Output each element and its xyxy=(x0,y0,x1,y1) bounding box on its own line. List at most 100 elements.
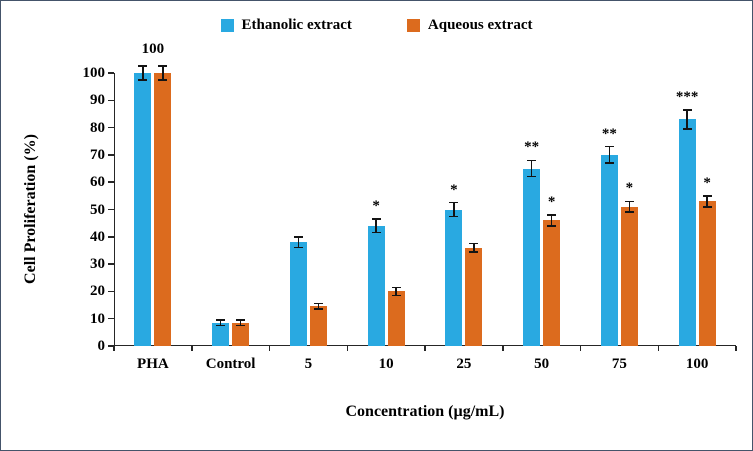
y-tick-label: 50 xyxy=(90,201,105,218)
error-bar-cap xyxy=(624,200,634,203)
y-tick-mark xyxy=(108,126,114,129)
error-bar-line xyxy=(239,320,242,326)
y-tick-label: 100 xyxy=(82,65,106,81)
error-bar-cap xyxy=(604,145,614,148)
error-bar-cap xyxy=(527,159,537,162)
error-bar-cap xyxy=(158,65,168,67)
bar-ethanolic-75 xyxy=(600,154,618,346)
y-tick-label: 70 xyxy=(90,146,105,163)
error-bar-cap xyxy=(391,294,401,297)
error-bar-line xyxy=(219,320,222,326)
error-bar-line xyxy=(375,219,377,233)
error-bar-line xyxy=(453,202,455,217)
bar-aqueous-10 xyxy=(387,291,405,346)
error-bar-cap xyxy=(449,201,459,204)
y-tick-mark xyxy=(108,208,114,211)
y-tick-mark xyxy=(108,345,114,347)
y-tick-label: 60 xyxy=(90,174,105,191)
error-bar-cap xyxy=(216,324,226,327)
significance-label: * xyxy=(372,198,380,215)
error-bar-cap xyxy=(371,231,381,234)
x-tick-mark xyxy=(191,346,193,351)
error-bar-line xyxy=(608,146,611,164)
y-tick-mark xyxy=(108,181,114,183)
y-tick-mark xyxy=(108,290,114,293)
significance-label: *** xyxy=(675,88,699,105)
y-tick-label: 90 xyxy=(90,92,105,109)
bar-ethanolic-10 xyxy=(367,225,385,346)
error-bar-line xyxy=(550,214,553,226)
error-bar-cap xyxy=(236,319,246,321)
error-bar-line xyxy=(530,160,533,177)
error-bar-cap xyxy=(469,251,479,253)
x-tick-label: PHA xyxy=(137,356,169,372)
error-bar-cap xyxy=(547,214,557,216)
error-bar-cap xyxy=(449,215,459,218)
error-bar-cap xyxy=(604,162,614,164)
error-bar-cap xyxy=(293,236,303,238)
x-tick-label: 50 xyxy=(534,356,550,372)
bar-aqueous-75 xyxy=(620,206,638,346)
bar-aqueous-pha xyxy=(154,73,172,346)
x-tick-label: 100 xyxy=(685,356,709,372)
x-tick-label: 25 xyxy=(456,356,472,372)
error-bar-cap xyxy=(313,302,323,305)
y-tick-label: 30 xyxy=(90,256,105,273)
y-tick-mark xyxy=(108,99,114,102)
x-tick-mark xyxy=(657,346,659,351)
x-tick-label: 10 xyxy=(378,356,394,372)
x-tick-mark xyxy=(424,346,426,351)
y-tick-label: 20 xyxy=(90,283,105,300)
y-tick-label: 40 xyxy=(90,228,105,245)
bar-ethanolic-pha xyxy=(134,73,152,346)
error-bar-cap xyxy=(682,128,692,130)
legend-swatch xyxy=(406,19,420,32)
plot-area xyxy=(114,73,736,346)
error-bar-cap xyxy=(682,109,692,111)
chart-legend: Ethanolic extract Aqueous extract xyxy=(1,17,752,34)
y-axis-title: Cell Proliferation (%) xyxy=(22,134,39,284)
x-tick-mark xyxy=(502,346,504,351)
x-tick-mark xyxy=(346,346,348,351)
x-tick-label: 5 xyxy=(304,356,313,372)
error-bar-cap xyxy=(469,242,479,245)
significance-label: * xyxy=(450,181,458,198)
error-bar-cap xyxy=(236,324,246,327)
significance-label: * xyxy=(625,180,634,197)
y-tick-mark xyxy=(108,317,114,320)
error-bar-line xyxy=(686,109,688,129)
legend-item-aqueous: Aqueous extract xyxy=(406,17,533,34)
error-bar-cap xyxy=(216,319,226,321)
x-tick-mark xyxy=(113,346,115,351)
x-axis-title: Concentration (µg/mL) xyxy=(345,403,505,420)
bar-aqueous-5 xyxy=(309,306,327,346)
bar-aqueous-100 xyxy=(698,201,716,346)
y-tick-mark xyxy=(108,263,114,265)
bar-aqueous-50 xyxy=(543,220,561,346)
y-tick-label: 80 xyxy=(90,119,105,136)
error-bar-cap xyxy=(702,206,712,208)
y-tick-mark xyxy=(108,236,114,238)
x-tick-mark xyxy=(579,346,582,351)
error-bar-line xyxy=(162,66,164,80)
x-tick-mark xyxy=(268,346,271,351)
error-bar-cap xyxy=(527,175,537,178)
value-annotation: 100 xyxy=(141,41,165,57)
significance-label: * xyxy=(703,174,711,191)
error-bar-cap xyxy=(624,211,634,213)
legend-swatch xyxy=(220,19,234,32)
significance-label: * xyxy=(547,193,556,210)
error-bar-line xyxy=(395,287,397,296)
bar-ethanolic-100 xyxy=(678,119,696,346)
bar-ethanolic-control xyxy=(212,322,230,346)
error-bar-cap xyxy=(158,79,168,81)
legend-label: Aqueous extract xyxy=(427,17,533,33)
error-bar-line xyxy=(297,236,300,248)
error-bar-cap xyxy=(371,218,381,220)
significance-label: ** xyxy=(601,125,617,142)
x-tick-label: 75 xyxy=(611,356,627,372)
error-bar-line xyxy=(473,243,475,252)
error-bar-cap xyxy=(138,79,148,81)
legend-label: Ethanolic extract xyxy=(241,17,352,33)
